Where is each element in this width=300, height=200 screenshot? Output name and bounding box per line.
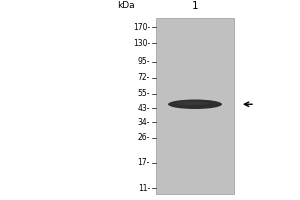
Ellipse shape xyxy=(176,101,208,105)
Text: kDa: kDa xyxy=(117,1,135,10)
Text: 11-: 11- xyxy=(138,184,150,193)
Text: 170-: 170- xyxy=(133,23,150,32)
Text: 26-: 26- xyxy=(138,133,150,142)
Text: 130-: 130- xyxy=(133,39,150,48)
Text: 43-: 43- xyxy=(137,104,150,113)
Text: 95-: 95- xyxy=(137,57,150,66)
Text: 34-: 34- xyxy=(137,118,150,127)
Bar xyxy=(156,18,234,194)
Text: 72-: 72- xyxy=(138,73,150,82)
Text: 17-: 17- xyxy=(138,158,150,167)
Ellipse shape xyxy=(168,99,222,109)
Text: 1: 1 xyxy=(192,1,198,11)
Text: 55-: 55- xyxy=(137,89,150,98)
